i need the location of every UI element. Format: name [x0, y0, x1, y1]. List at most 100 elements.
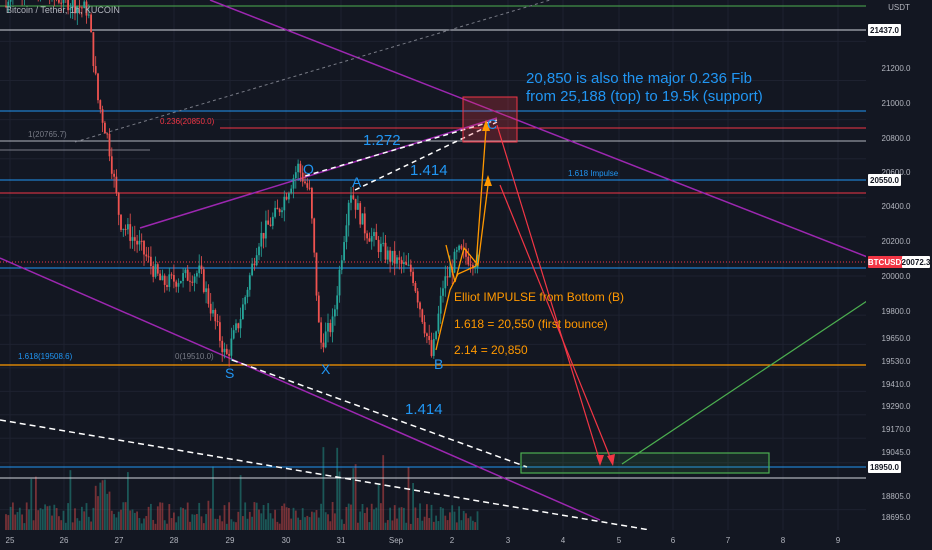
candle-body-48	[115, 176, 118, 193]
candle-body-192	[446, 276, 449, 278]
candle-body-129	[301, 172, 304, 182]
volume-bar-58	[138, 518, 141, 530]
volume-bar-165	[384, 522, 387, 530]
ratio-1272: 1.272	[363, 132, 401, 149]
candle-body-54	[129, 224, 132, 241]
volume-bar-5	[16, 512, 19, 530]
volume-bar-86	[202, 523, 205, 530]
candle-body-197	[458, 245, 460, 251]
candle-body-71	[168, 274, 171, 287]
price-axis[interactable]: USDT 21200.0 21000.0 20800.0 20600.0 20400.0 2…	[866, 0, 932, 550]
candle-body-92	[216, 321, 219, 323]
impulse-level-label: 1.618 Impulse	[568, 169, 619, 178]
candle-body-166	[386, 250, 389, 260]
time-axis[interactable]: 25 26 27 28 29 30 31 Sep 2 3 4 5 6 7 8 9	[0, 530, 866, 550]
candle-body-1	[7, 1, 10, 7]
volume-bar-46	[110, 510, 113, 530]
candle-body-60	[143, 240, 145, 255]
price-tick-7: 19800.0	[882, 307, 911, 316]
red-arrowhead-1	[596, 455, 604, 466]
candle-body-61	[145, 254, 148, 257]
volume-bar-90	[212, 466, 214, 530]
candle-body-32	[78, 6, 81, 8]
candle-body-89	[209, 303, 212, 314]
volume-bar-102	[239, 475, 242, 530]
volume-bar-143	[334, 513, 336, 530]
candle-body-0	[5, 6, 7, 8]
volume-bar-186	[432, 521, 435, 530]
price-tick-15: 18695.0	[882, 513, 911, 522]
wave-label-a: A	[352, 174, 362, 190]
candle-body-53	[127, 224, 129, 230]
candle-body-28	[69, 7, 72, 11]
candle-body-117	[274, 207, 276, 217]
candle-body-164	[382, 242, 385, 244]
volume-bar-145	[338, 471, 341, 530]
volume-bar-42	[101, 480, 104, 530]
candle-body-76	[179, 280, 182, 284]
projection-arrows	[435, 96, 889, 474]
volume-bar-163	[380, 503, 382, 530]
volume-bar-201	[467, 518, 470, 530]
candle-body-183	[426, 333, 428, 336]
candle-body-104	[244, 297, 247, 305]
volume-bar-66	[156, 506, 159, 530]
dashed-o-c	[304, 119, 498, 177]
price-tick-1: 21000.0	[882, 99, 911, 108]
volume-bar-180	[419, 503, 421, 530]
candle-body-38	[92, 32, 95, 67]
dashed-s-target	[231, 359, 528, 468]
volume-bar-9	[25, 502, 28, 530]
volume-bar-146	[340, 519, 343, 530]
time-tick-3: 28	[170, 536, 179, 545]
candle-body-106	[248, 275, 251, 290]
channel-upper-line	[209, 0, 871, 259]
currency-label: USDT	[888, 3, 910, 12]
volume-bar-26	[64, 522, 67, 530]
candle-body-181	[421, 309, 424, 323]
candle-body-62	[147, 256, 150, 258]
candle-body-177	[412, 271, 414, 284]
red-arrowhead-2	[607, 454, 615, 466]
candle-body-100	[235, 323, 237, 331]
candle-body-153	[357, 203, 359, 210]
volume-bar-203	[472, 520, 474, 530]
time-tick-0: 25	[6, 536, 15, 545]
volume-bar-136	[317, 517, 320, 530]
volume-bar-175	[407, 467, 410, 530]
candle-body-113	[265, 220, 267, 239]
candle-body-78	[184, 269, 187, 274]
time-tick-12: 6	[671, 536, 676, 545]
volume-bars	[5, 447, 479, 530]
candle-body-127	[297, 163, 299, 173]
symbol-title[interactable]: Bitcoin / Tether, 1h, KUCOIN	[6, 5, 120, 15]
volume-bar-2	[9, 506, 12, 530]
grid-lines	[0, 0, 866, 532]
volume-bar-15	[39, 508, 42, 530]
impulse-line2: 2.14 = 20,850	[454, 343, 528, 357]
green-recovery-line	[621, 286, 889, 465]
candle-body-99	[232, 330, 235, 339]
volume-bar-196	[455, 522, 458, 530]
volume-bar-134	[313, 512, 316, 530]
volume-bar-73	[173, 512, 175, 530]
candle-body-132	[308, 187, 311, 189]
volume-bar-167	[389, 507, 391, 530]
volume-bar-67	[159, 502, 161, 530]
time-tick-5: 30	[282, 536, 291, 545]
candle-body-40	[97, 73, 99, 101]
price-axis-bg	[866, 0, 932, 550]
candle-body-128	[299, 163, 302, 173]
candle-body-122	[285, 196, 288, 200]
volume-bar-84	[198, 502, 201, 530]
time-tick-11: 5	[617, 536, 622, 545]
volume-bar-199	[462, 510, 465, 530]
volume-bar-116	[271, 518, 274, 530]
candle-body-148	[345, 225, 348, 243]
candle-body-66	[156, 264, 159, 274]
volume-bar-105	[246, 518, 249, 530]
time-tick-7: Sep	[389, 536, 404, 545]
candle-body-176	[409, 264, 412, 272]
candle-body-171	[398, 257, 401, 260]
